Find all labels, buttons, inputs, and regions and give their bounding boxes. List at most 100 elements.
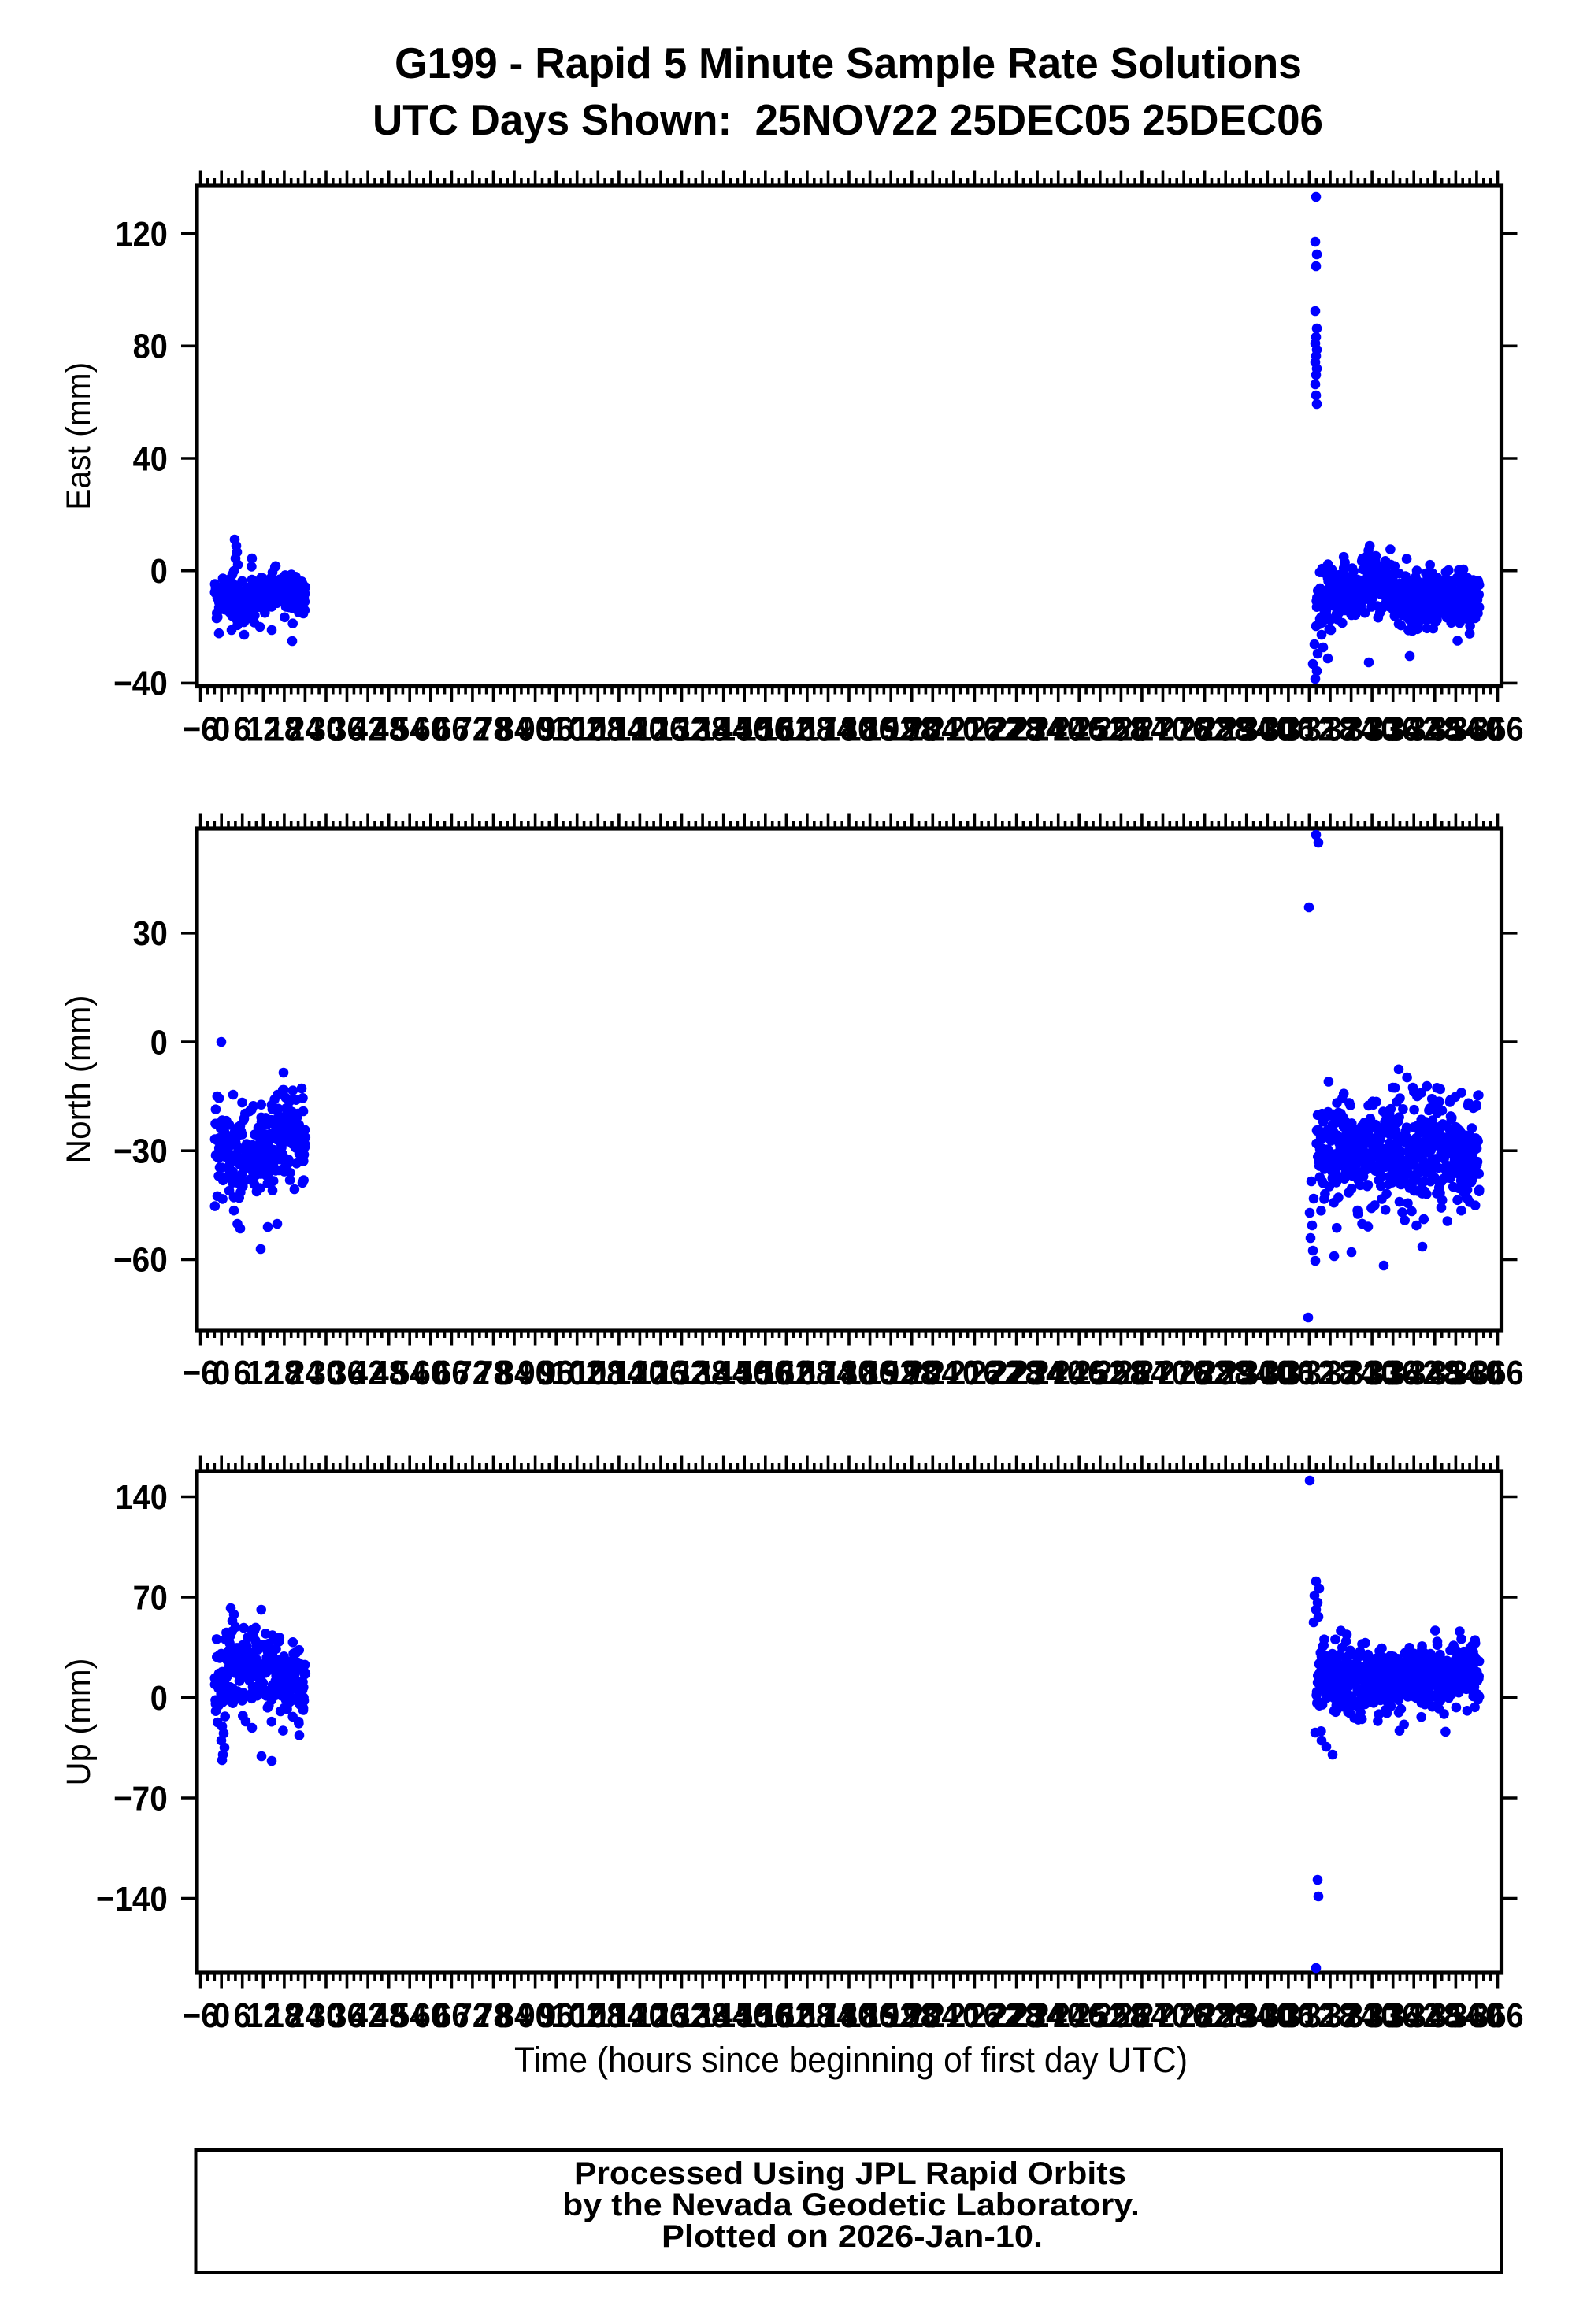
svg-text:348: 348 [1409, 710, 1461, 749]
svg-text:−6: −6 [182, 1354, 219, 1392]
svg-text:120: 120 [614, 710, 666, 749]
svg-text:156: 156 [740, 1996, 792, 2035]
svg-text:198: 198 [886, 1354, 938, 1392]
svg-text:108: 108 [572, 1354, 624, 1392]
svg-text:348: 348 [1409, 1354, 1461, 1392]
svg-text:168: 168 [781, 1354, 833, 1392]
svg-text:252: 252 [1074, 1354, 1126, 1392]
svg-text:140: 140 [116, 1478, 168, 1517]
svg-text:12: 12 [246, 1354, 280, 1392]
svg-text:228: 228 [990, 1354, 1042, 1392]
svg-text:0: 0 [213, 1996, 230, 2035]
svg-text:138: 138 [677, 1354, 729, 1392]
svg-text:366: 366 [1471, 1996, 1523, 2035]
svg-text:96: 96 [539, 1996, 573, 2035]
svg-text:342: 342 [1388, 1996, 1440, 2035]
svg-text:108: 108 [572, 1996, 624, 2035]
svg-text:72: 72 [455, 1996, 490, 2035]
svg-text:282: 282 [1178, 1354, 1230, 1392]
svg-text:252: 252 [1074, 710, 1126, 749]
svg-text:90: 90 [518, 710, 553, 749]
svg-text:336: 336 [1367, 1354, 1419, 1392]
svg-text:354: 354 [1429, 710, 1482, 749]
svg-text:258: 258 [1095, 710, 1147, 749]
svg-text:12: 12 [246, 710, 280, 749]
svg-text:342: 342 [1388, 710, 1440, 749]
svg-text:216: 216 [948, 1354, 1000, 1392]
svg-text:312: 312 [1283, 1996, 1335, 2035]
svg-text:Processed Using JPL Rapid Orbi: Processed Using JPL Rapid Orbits [574, 2156, 1126, 2191]
svg-text:288: 288 [1199, 1996, 1251, 2035]
svg-text:354: 354 [1429, 1996, 1482, 2035]
svg-text:84: 84 [497, 1354, 532, 1392]
svg-text:288: 288 [1199, 710, 1251, 749]
svg-text:138: 138 [677, 1996, 729, 2035]
svg-text:264: 264 [1116, 1996, 1169, 2035]
svg-text:246: 246 [1053, 1354, 1105, 1392]
svg-text:0: 0 [150, 1679, 168, 1718]
svg-text:114: 114 [593, 710, 646, 749]
svg-text:204: 204 [906, 1996, 959, 2035]
svg-text:54: 54 [392, 1996, 428, 2035]
svg-text:204: 204 [906, 710, 959, 749]
svg-text:186: 186 [843, 710, 895, 749]
svg-text:120: 120 [614, 1996, 666, 2035]
svg-text:−40: −40 [113, 665, 168, 703]
svg-text:48: 48 [372, 710, 406, 749]
svg-text:30: 30 [133, 914, 168, 953]
svg-text:222: 222 [970, 1996, 1021, 2035]
svg-text:30: 30 [309, 1354, 343, 1392]
svg-text:−60: −60 [113, 1241, 168, 1280]
svg-text:150: 150 [718, 710, 770, 749]
svg-text:24: 24 [287, 710, 323, 749]
svg-text:78: 78 [476, 710, 510, 749]
svg-text:312: 312 [1283, 1354, 1335, 1392]
svg-text:330: 330 [1346, 1996, 1398, 2035]
svg-text:282: 282 [1178, 1996, 1230, 2035]
svg-text:156: 156 [740, 1354, 792, 1392]
svg-text:180: 180 [823, 1996, 875, 2035]
svg-text:264: 264 [1116, 1354, 1169, 1392]
svg-text:216: 216 [948, 710, 1000, 749]
svg-text:120: 120 [614, 1354, 666, 1392]
svg-text:84: 84 [497, 710, 532, 749]
svg-text:174: 174 [802, 1996, 855, 2035]
svg-text:18: 18 [267, 1354, 302, 1392]
svg-text:150: 150 [718, 1996, 770, 2035]
svg-text:132: 132 [655, 710, 707, 749]
svg-text:−70: −70 [113, 1779, 168, 1818]
svg-text:18: 18 [267, 710, 302, 749]
svg-text:30: 30 [309, 1996, 343, 2035]
svg-text:276: 276 [1158, 1996, 1210, 2035]
svg-text:78: 78 [476, 1354, 510, 1392]
svg-text:90: 90 [518, 1354, 553, 1392]
svg-text:114: 114 [593, 1996, 646, 2035]
svg-text:354: 354 [1429, 1354, 1482, 1392]
svg-text:276: 276 [1158, 710, 1210, 749]
svg-text:6: 6 [234, 1996, 251, 2035]
svg-text:42: 42 [350, 1996, 385, 2035]
svg-text:186: 186 [843, 1354, 895, 1392]
svg-text:0: 0 [150, 1023, 168, 1062]
svg-text:306: 306 [1262, 710, 1314, 749]
svg-text:276: 276 [1158, 1354, 1210, 1392]
svg-text:East (mm): East (mm) [60, 362, 98, 510]
svg-text:18: 18 [267, 1996, 302, 2035]
svg-text:204: 204 [906, 1354, 959, 1392]
svg-text:0: 0 [213, 710, 230, 749]
svg-text:60: 60 [413, 710, 448, 749]
svg-text:−6: −6 [182, 1996, 219, 2035]
svg-text:126: 126 [635, 710, 687, 749]
svg-text:0: 0 [150, 552, 168, 591]
svg-text:36: 36 [329, 710, 364, 749]
svg-text:210: 210 [928, 710, 980, 749]
svg-text:−140: −140 [96, 1880, 168, 1918]
svg-text:72: 72 [455, 1354, 490, 1392]
svg-text:102: 102 [551, 1354, 603, 1392]
svg-text:162: 162 [760, 1354, 812, 1392]
svg-text:66: 66 [434, 710, 469, 749]
svg-text:300: 300 [1241, 1996, 1293, 2035]
svg-text:126: 126 [635, 1996, 687, 2035]
svg-text:270: 270 [1136, 710, 1188, 749]
svg-text:6: 6 [234, 710, 251, 749]
